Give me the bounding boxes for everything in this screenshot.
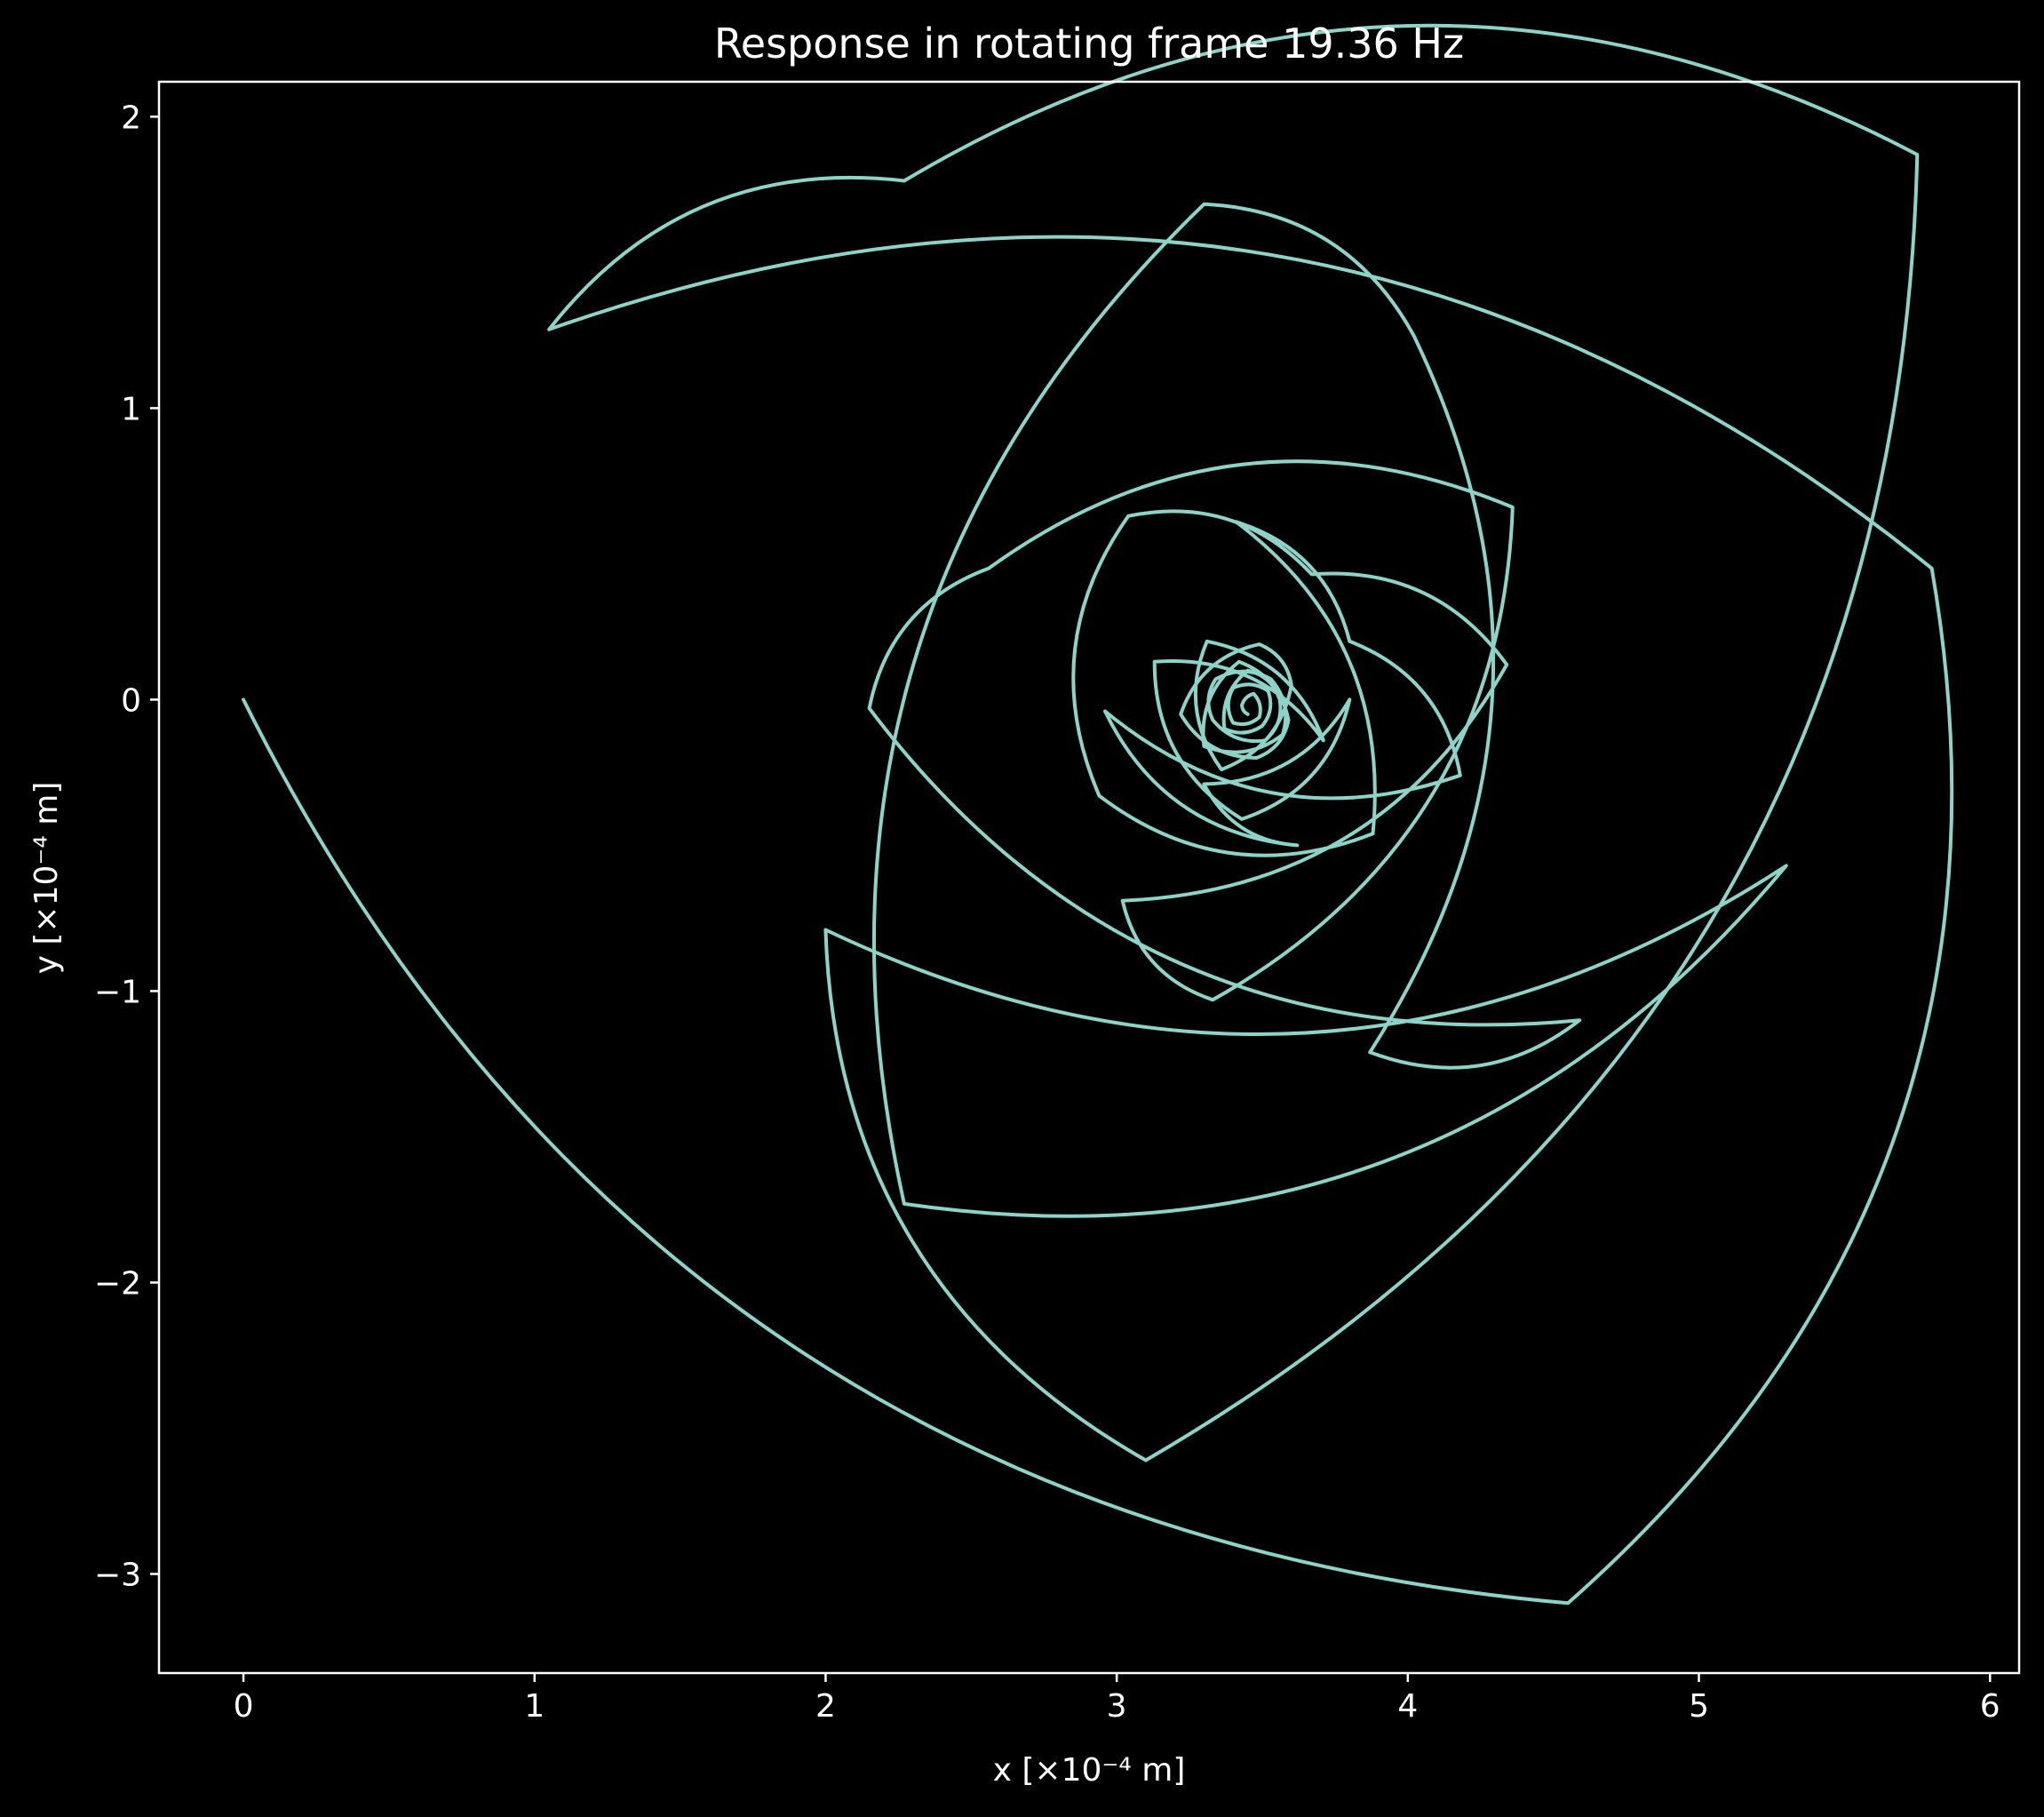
trajectory-line (242, 23, 1954, 1606)
plot-area (157, 23, 2021, 1675)
x-axis-ticks: 0 1 2 3 4 5 6 (234, 1673, 2000, 1725)
x-tick-label: 6 (1980, 1688, 2000, 1725)
series-layer (242, 23, 1954, 1606)
x-tick-label: 2 (815, 1688, 836, 1725)
axes-frame (157, 80, 2021, 1675)
x-tick-label: 0 (234, 1688, 254, 1725)
x-tick-label: 1 (524, 1688, 545, 1725)
y-axis-ticks: 2 1 0 −1 −2 −3 (94, 100, 159, 1593)
x-tick-label: 3 (1107, 1688, 1127, 1725)
y-tick-label: −1 (94, 974, 141, 1010)
y-tick-label: 1 (121, 391, 141, 427)
y-tick-label: −2 (94, 1265, 141, 1302)
chart-title: Response in rotating frame 19.36 Hz (714, 20, 1464, 68)
y-axis-label: y [×10⁻⁴ m] (28, 782, 65, 975)
x-tick-label: 5 (1689, 1688, 1709, 1725)
x-axis-label: x [×10⁻⁴ m] (993, 1752, 1186, 1789)
y-tick-label: 0 (121, 682, 141, 719)
y-tick-label: 2 (121, 100, 141, 136)
y-tick-label: −3 (94, 1557, 141, 1593)
x-tick-label: 4 (1397, 1688, 1418, 1725)
